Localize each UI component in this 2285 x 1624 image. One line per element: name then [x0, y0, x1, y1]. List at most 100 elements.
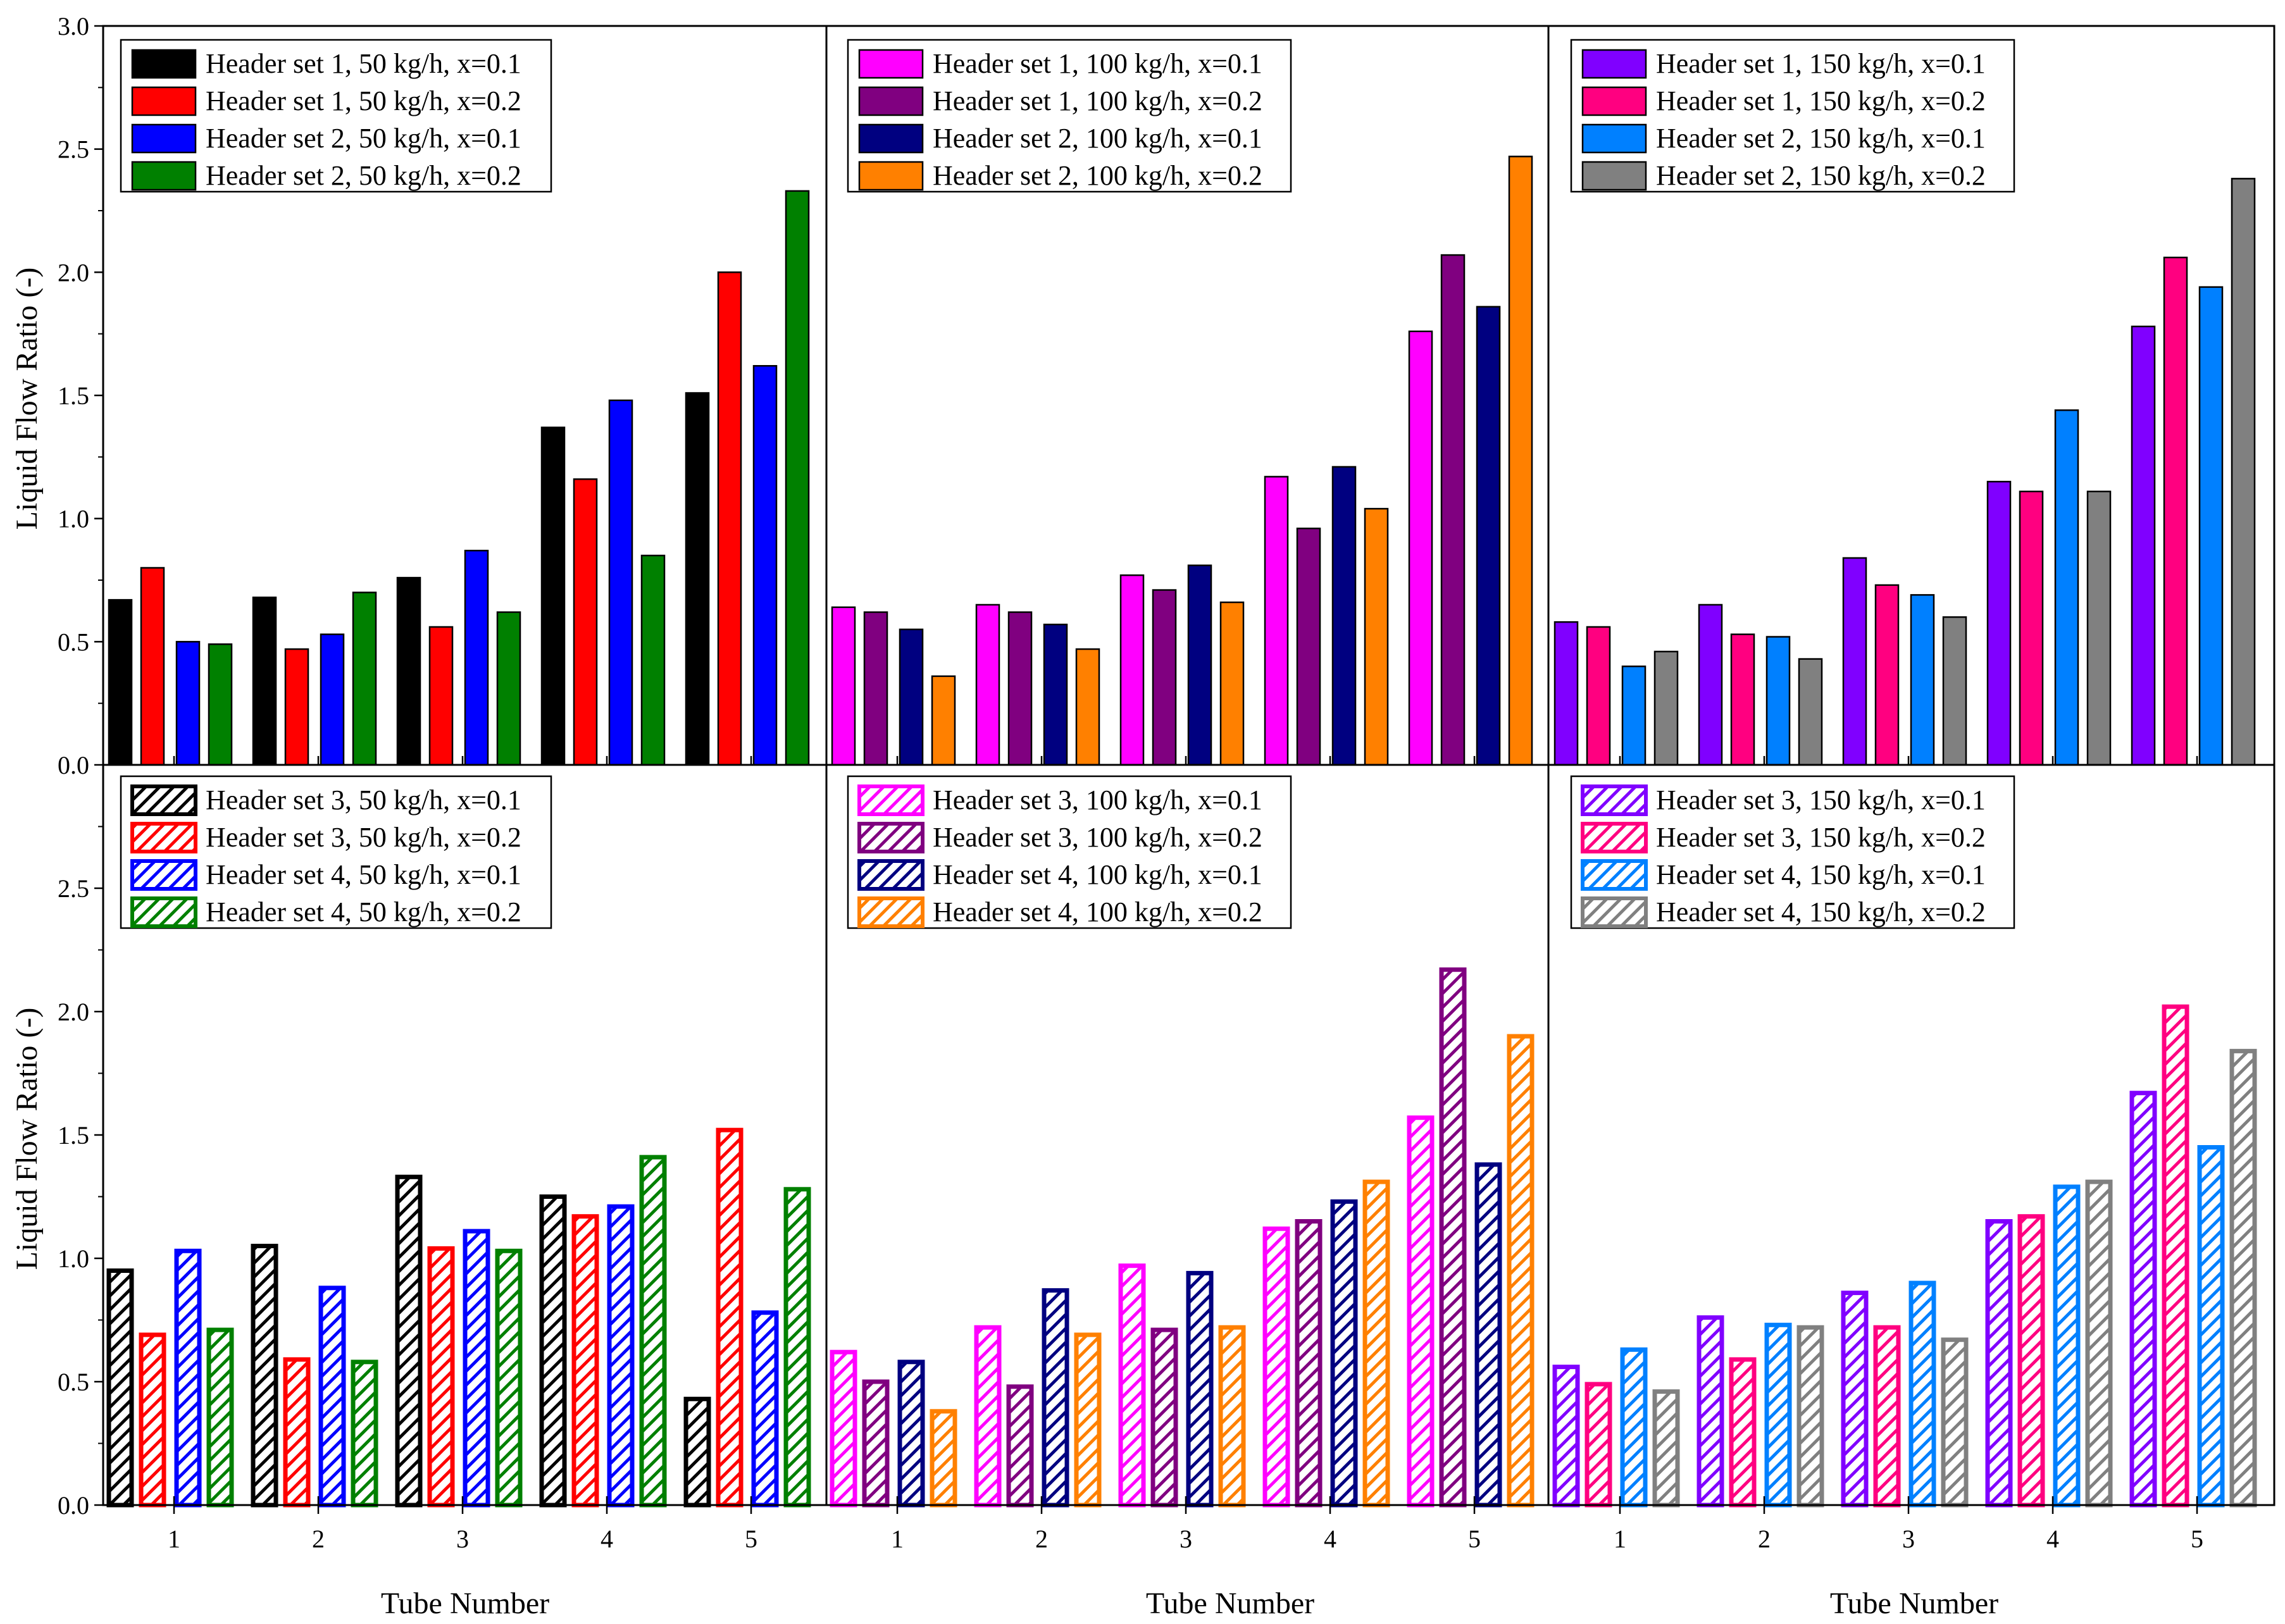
y-tick-label: 2.0	[58, 998, 89, 1026]
bar-top-c3-s4-t1	[1653, 650, 1679, 766]
bar-top-c1-s2-t1	[140, 567, 165, 766]
bar-bottom-c1-s3-t4	[607, 1204, 635, 1508]
legend-swatch	[131, 86, 197, 116]
bar-bottom-c3-s1-t5	[2129, 1091, 2157, 1508]
bar-bottom-c3-s2-t5	[2162, 1004, 2189, 1508]
bar-bottom-c1-s3-t1	[174, 1248, 202, 1508]
bar-bottom-c3-s2-t2	[1729, 1357, 1757, 1508]
bar-bottom-c2-s3-t2	[1042, 1288, 1069, 1508]
bar-bottom-c3-s4-t5	[2229, 1048, 2257, 1508]
bar-top-c2-s2-t3	[1152, 589, 1177, 766]
x-tick-label: 5	[745, 1525, 757, 1553]
legend-swatch	[858, 86, 924, 116]
legend-label: Header set 1, 100 kg/h, x=0.1	[933, 48, 1262, 79]
legend-swatch	[857, 784, 925, 816]
bar-bottom-c2-s2-t2	[1006, 1384, 1034, 1508]
bar-bottom-c1-s4-t3	[495, 1248, 523, 1508]
bar-bottom-c2-s1-t1	[830, 1349, 857, 1508]
bar-bottom-c2-s3-t5	[1474, 1162, 1502, 1508]
x-axis-label-col3: Tube Number	[1830, 1587, 1998, 1620]
y-tick-label: 2.0	[58, 258, 89, 287]
bar-bottom-c1-s4-t5	[783, 1187, 811, 1508]
bar-bottom-c3-s2-t4	[2017, 1214, 2045, 1508]
legend-swatch	[858, 161, 924, 191]
x-tick-label: 1	[1614, 1525, 1626, 1553]
legend-bottom-3: Header set 3, 150 kg/h, x=0.1 Header set …	[1570, 775, 2015, 929]
bar-top-c3-s1-t4	[1986, 481, 2012, 766]
bar-bottom-c1-s4-t4	[639, 1155, 667, 1508]
y-tick-label: 1.5	[58, 1121, 89, 1150]
bar-bottom-c2-s2-t1	[862, 1379, 890, 1508]
bar-top-c1-s1-t4	[540, 426, 566, 766]
x-tick-label: 5	[1468, 1525, 1481, 1553]
bar-bottom-c3-s4-t2	[1796, 1325, 1824, 1508]
bar-bottom-c1-s2-t1	[139, 1332, 166, 1508]
legend-swatch	[1581, 784, 1648, 816]
bar-bottom-c3-s1-t2	[1697, 1315, 1724, 1508]
y-axis-bottom: 0.0 0.5 1.0 1.5 2.0 2.5	[58, 826, 103, 1520]
legend-swatch	[130, 896, 197, 928]
bar-bottom-c2-s3-t3	[1186, 1270, 1214, 1508]
legend-label: Header set 2, 100 kg/h, x=0.1	[933, 123, 1262, 154]
bar-top-c1-s1-t3	[396, 576, 421, 766]
bar-top-c3-s2-t3	[1874, 584, 1900, 766]
legend-label: Header set 1, 50 kg/h, x=0.2	[206, 85, 521, 116]
x-tick-label: 1	[168, 1525, 180, 1553]
bar-bottom-c2-s4-t4	[1362, 1179, 1390, 1508]
legend-top-2: Header set 1, 100 kg/h, x=0.1 Header set …	[847, 39, 1292, 193]
legend-label: Header set 1, 50 kg/h, x=0.1	[206, 48, 521, 79]
legend-swatch	[130, 859, 197, 891]
bar-top-c1-s4-t4	[640, 554, 666, 766]
bar-top-c3-s2-t1	[1586, 626, 1611, 766]
bar-top-c1-s4-t3	[496, 611, 521, 766]
bar-top-c1-s3-t2	[320, 633, 345, 766]
legend-label: Header set 4, 150 kg/h, x=0.1	[1656, 859, 1986, 890]
x-axis-label-col2: Tube Number	[1146, 1587, 1314, 1620]
legend-swatch	[130, 822, 197, 853]
legend-label: Header set 3, 50 kg/h, x=0.1	[206, 784, 521, 815]
bar-top-c2-s4-t2	[1075, 648, 1100, 766]
bar-top-c2-s4-t1	[931, 675, 956, 766]
bar-top-c3-s1-t3	[1842, 557, 1867, 766]
bar-bottom-c2-s2-t5	[1439, 967, 1467, 1508]
legend-bottom-2: Header set 3, 100 kg/h, x=0.1 Header set …	[847, 775, 1292, 929]
bar-bottom-c3-s1-t4	[1985, 1219, 2013, 1508]
panel-bottom-2: Header set 3, 100 kg/h, x=0.1 Header set …	[830, 775, 1535, 1553]
bar-bottom-c1-s1-t3	[395, 1174, 423, 1508]
bar-top-c2-s2-t1	[863, 611, 888, 766]
bar-top-c1-s4-t5	[785, 190, 810, 766]
legend-label: Header set 1, 150 kg/h, x=0.2	[1656, 85, 1986, 116]
bar-top-c1-s3-t1	[175, 641, 201, 766]
legend-swatch	[858, 123, 924, 154]
bar-top-c3-s2-t5	[2163, 256, 2188, 766]
x-tick-label: 3	[1902, 1525, 1915, 1553]
bar-top-c1-s3-t3	[464, 550, 489, 766]
legend-label: Header set 3, 50 kg/h, x=0.2	[206, 822, 521, 853]
bar-bottom-c1-s3-t2	[318, 1286, 346, 1508]
bar-bottom-c1-s2-t4	[571, 1214, 599, 1508]
x-tick-label: 4	[601, 1525, 613, 1553]
bar-bottom-c2-s4-t5	[1507, 1034, 1535, 1508]
bar-top-c2-s3-t5	[1476, 306, 1501, 766]
bar-bottom-c2-s4-t1	[930, 1409, 957, 1508]
bar-top-c1-s2-t5	[717, 271, 742, 766]
x-tick-label: 1	[891, 1525, 904, 1553]
plot-area-layer: Header set 1, 50 kg/h, x=0.1 Header set 1…	[106, 39, 2257, 1553]
legend-swatch	[1581, 86, 1647, 116]
bar-top-c3-s1-t2	[1698, 604, 1723, 766]
y-tick-label: 0.0	[58, 1491, 89, 1520]
y-tick-label: 3.0	[58, 12, 89, 40]
bar-top-c2-s3-t1	[899, 628, 924, 766]
legend-swatch	[131, 49, 197, 79]
bar-bottom-c2-s3-t4	[1330, 1199, 1358, 1508]
bar-top-c1-s3-t5	[752, 365, 778, 766]
bar-top-c2-s2-t5	[1440, 254, 1466, 766]
bar-top-c3-s1-t1	[1553, 621, 1579, 766]
bar-top-c1-s2-t2	[284, 648, 309, 766]
legend-swatch	[130, 784, 197, 816]
y-tick-label: 2.5	[58, 135, 89, 164]
legend-label: Header set 4, 150 kg/h, x=0.2	[1656, 896, 1986, 927]
y-axis-label-bottom: Liquid Flow Ratio (-)	[10, 1008, 44, 1270]
bar-top-c3-s4-t3	[1942, 616, 1967, 766]
legend-label: Header set 3, 150 kg/h, x=0.1	[1656, 784, 1986, 815]
